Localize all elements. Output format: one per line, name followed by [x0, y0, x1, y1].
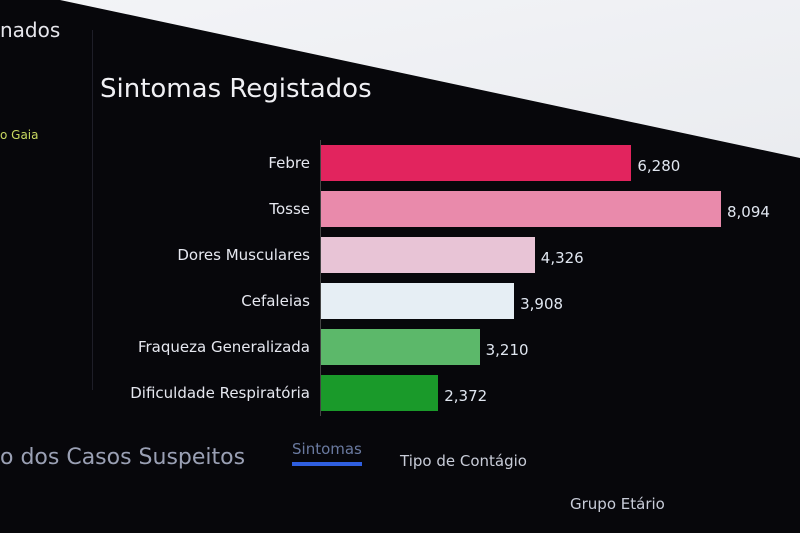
bar[interactable]	[321, 329, 480, 365]
left-panel-divider	[92, 30, 93, 390]
category-label: Dificuldade Respiratória	[130, 384, 310, 402]
data-label: 6,280	[637, 157, 681, 175]
bar[interactable]	[321, 375, 439, 411]
data-label: 4,326	[540, 249, 584, 267]
y-axis-line	[320, 140, 321, 416]
category-label: Fraqueza Generalizada	[137, 338, 310, 356]
category-label: Cefaleias	[241, 292, 310, 310]
bar[interactable]	[321, 283, 515, 319]
bar[interactable]	[321, 145, 632, 181]
bar[interactable]	[321, 237, 535, 273]
chart-title: Sintomas Registados	[100, 74, 372, 104]
left-panel-title: nados	[0, 18, 61, 42]
data-label: 3,908	[520, 295, 564, 313]
category-label: Dores Musculares	[177, 246, 310, 264]
left-panel-item[interactable]: o Gaia	[0, 128, 39, 142]
category-label: Febre	[268, 154, 310, 172]
tab-grupo-etario[interactable]: Grupo Etário	[570, 495, 665, 513]
tab-sintomas[interactable]: Sintomas	[292, 440, 362, 466]
category-label: Tosse	[269, 200, 310, 218]
bar[interactable]	[321, 191, 721, 227]
tab-tipo-de-contagio[interactable]: Tipo de Contágio	[400, 452, 527, 470]
data-label: 8,094	[727, 203, 770, 221]
data-label: 2,372	[444, 387, 488, 405]
left-bottom-title: o dos Casos Suspeitos	[0, 445, 246, 470]
data-label: 3,210	[485, 341, 529, 359]
